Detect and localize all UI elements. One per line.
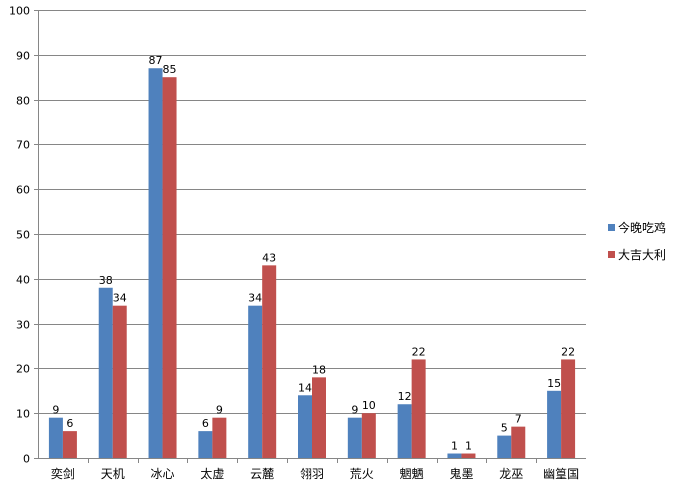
bar (198, 431, 213, 458)
x-axis-categories: 奕剑 天机 冰心 太虚 云麓 翎羽 荒火 魍魉 鬼墨 龙巫 幽篁国 (51, 458, 579, 481)
bar (62, 431, 77, 458)
data-label: 43 (262, 251, 276, 264)
data-label: 12 (398, 390, 412, 403)
bar (48, 417, 63, 458)
data-label: 9 (351, 404, 358, 417)
x-category-label: 鬼墨 (449, 466, 473, 481)
data-label: 22 (412, 345, 426, 358)
y-tick-label: 60 (16, 184, 30, 197)
y-tick-label: 40 (16, 274, 30, 287)
y-tick-label: 80 (16, 95, 30, 108)
data-label: 38 (99, 274, 113, 287)
bar (98, 287, 113, 458)
bar (547, 390, 562, 458)
x-category-label: 魍魉 (400, 466, 424, 481)
data-label: 1 (451, 440, 458, 453)
x-category-label: 翎羽 (300, 467, 324, 481)
y-tick-label: 10 (16, 408, 30, 421)
bar (248, 305, 263, 458)
data-label: 22 (561, 345, 575, 358)
x-category-label: 奕剑 (51, 466, 75, 481)
bar (461, 453, 476, 458)
data-label: 7 (515, 413, 522, 426)
legend-swatch (608, 251, 615, 258)
bar (148, 68, 163, 459)
y-tick-label: 90 (16, 50, 30, 63)
x-category-label: 冰心 (151, 467, 175, 481)
y-tick-label: 20 (16, 363, 30, 376)
y-tick-label: 50 (16, 229, 30, 242)
legend-label: 今晚吃鸡 (618, 220, 666, 235)
data-label: 9 (52, 404, 59, 417)
x-category-label: 龙巫 (499, 467, 523, 481)
data-label: 6 (66, 417, 73, 430)
bar (447, 453, 462, 458)
x-category-label: 荒火 (350, 467, 374, 481)
y-tick-label: 0 (23, 453, 30, 466)
data-label: 10 (362, 399, 376, 412)
legend-swatch (608, 224, 615, 231)
bar (347, 417, 362, 458)
bar (312, 377, 326, 458)
gridlines (38, 10, 586, 414)
bar (511, 426, 526, 458)
bar (561, 359, 576, 458)
data-label: 18 (312, 363, 326, 376)
data-label: 5 (501, 422, 508, 435)
bar (162, 77, 177, 458)
x-category-label: 幽篁国 (543, 466, 579, 481)
legend-label: 大吉大利 (618, 248, 666, 262)
y-tick-label: 30 (16, 319, 30, 332)
bar (497, 435, 512, 458)
bar (298, 395, 312, 458)
y-tick-label: 70 (16, 139, 30, 152)
data-label: 1 (465, 440, 472, 453)
bar (397, 404, 412, 458)
x-category-label: 云麓 (250, 467, 274, 481)
data-label: 85 (163, 63, 177, 76)
y-axis-ticks: 0 10 20 30 40 50 60 70 80 90 100 (9, 5, 38, 466)
bar (411, 359, 426, 458)
data-label: 87 (149, 54, 163, 67)
data-label: 6 (202, 417, 209, 430)
bar (112, 305, 127, 458)
data-label: 34 (113, 292, 127, 305)
y-tick-label: 100 (9, 5, 30, 18)
bar (361, 413, 376, 458)
x-category-label: 太虚 (200, 466, 224, 481)
data-label: 14 (298, 381, 312, 394)
data-label: 9 (216, 404, 223, 417)
data-label: 34 (248, 292, 262, 305)
bar (212, 417, 227, 458)
x-category-label: 天机 (101, 467, 125, 481)
bars (48, 68, 576, 459)
data-label: 15 (547, 377, 561, 390)
bar (262, 265, 277, 458)
